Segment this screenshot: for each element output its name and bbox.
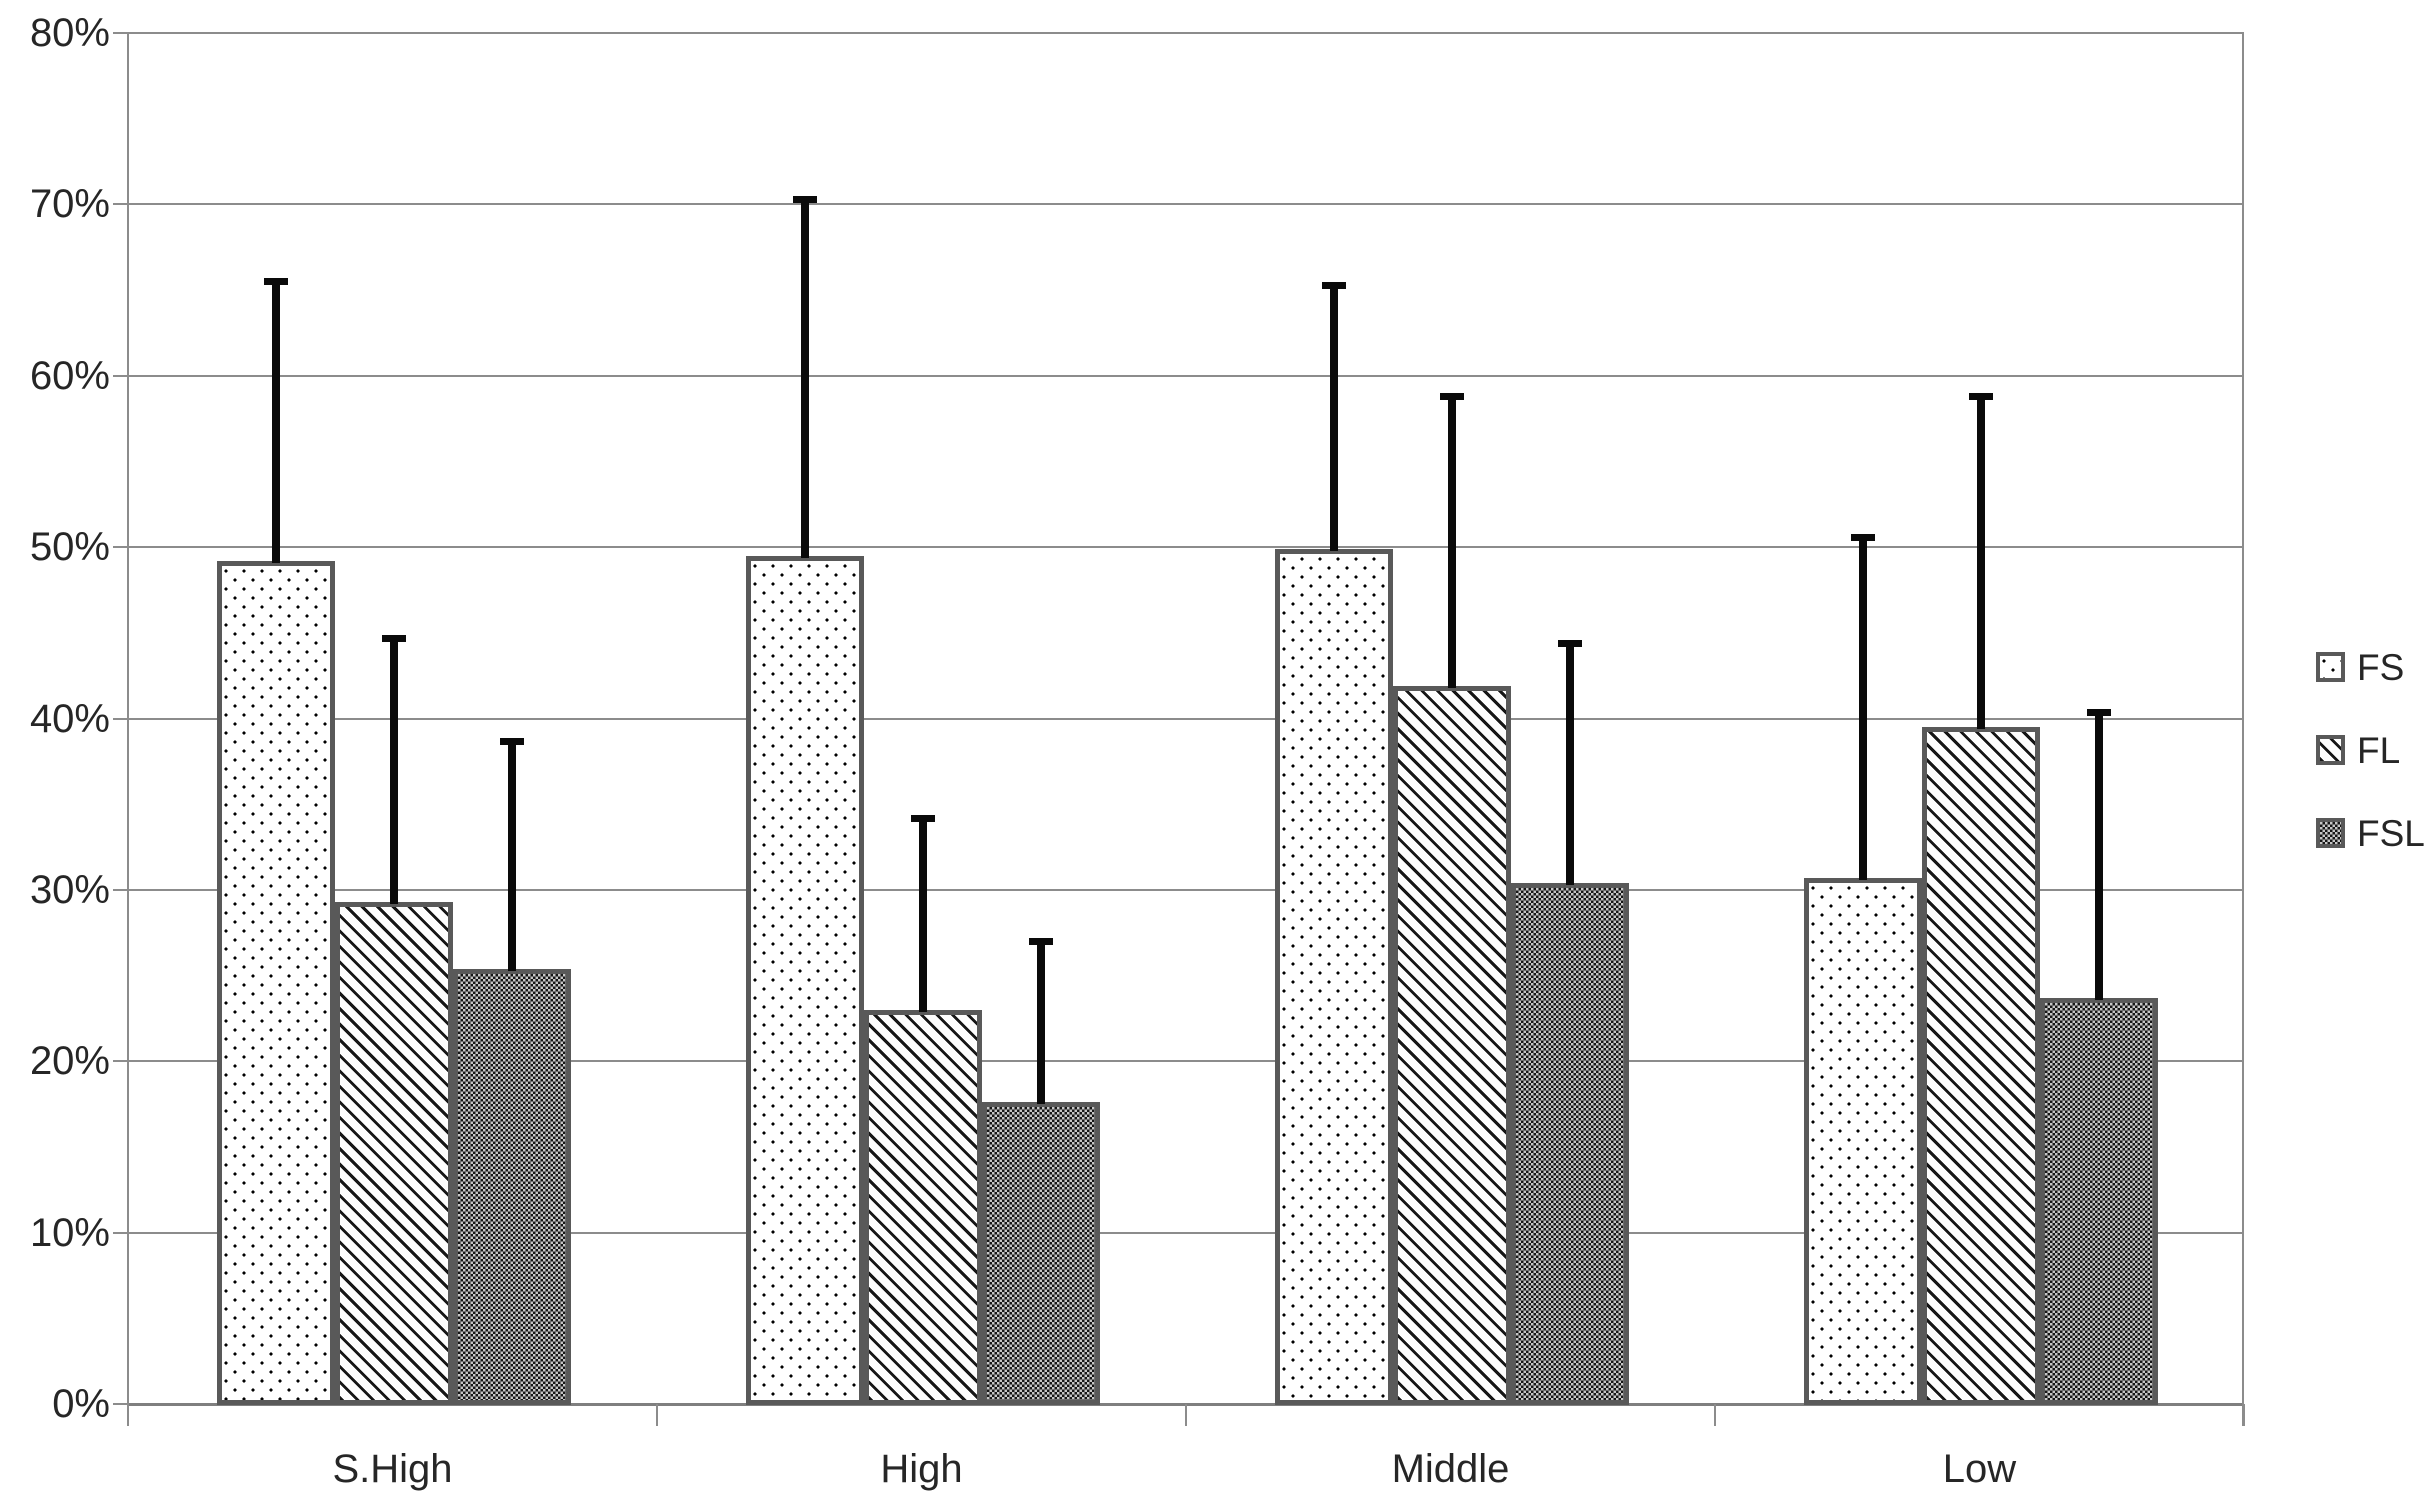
error-bar-stem: [1448, 396, 1456, 688]
x-axis-tick: [656, 1404, 658, 1426]
bar-fl-middle: [1393, 685, 1511, 1405]
gridline: [128, 32, 2244, 34]
error-bar-cap: [264, 278, 288, 286]
legend-item-fsl: FSL: [2316, 815, 2425, 852]
x-axis-label: S.High: [332, 1447, 453, 1491]
legend-item-fs: FS: [2316, 649, 2425, 686]
y-axis-label: 30%: [29, 867, 110, 912]
error-bar-cap: [2087, 708, 2111, 716]
y-axis-label: 10%: [29, 1210, 110, 1255]
error-bar-stem: [1977, 396, 1985, 730]
legend-label-fsl: FSL: [2357, 812, 2425, 854]
error-bar-stem: [919, 817, 927, 1012]
y-axis-tick: [113, 374, 128, 377]
x-axis-label: High: [880, 1447, 963, 1491]
y-axis-label: 40%: [29, 696, 110, 741]
y-axis-label: 50%: [29, 525, 110, 570]
error-bar-cap: [793, 196, 817, 204]
x-axis-label: Low: [1942, 1447, 2017, 1491]
gridline: [128, 1060, 2244, 1063]
legend-swatch-diagonal-hatch-icon: [2316, 735, 2345, 765]
gridline: [128, 717, 2244, 720]
bar-fsl-high: [982, 1102, 1100, 1405]
y-axis-tick: [113, 1231, 128, 1234]
y-axis-label: 0%: [52, 1382, 110, 1426]
error-bar-cap: [1440, 393, 1464, 401]
y-axis-line: [127, 33, 129, 1426]
error-bar-cap: [382, 634, 406, 642]
error-bar-stem: [272, 281, 280, 563]
error-bar-cap: [1322, 281, 1346, 289]
error-bar-stem: [508, 740, 516, 971]
bar-fsl-middle: [1511, 883, 1629, 1405]
bar-fl-high: [864, 1009, 982, 1405]
y-axis-tick: [113, 203, 128, 206]
error-bar-stem: [801, 199, 809, 558]
y-axis-label: 20%: [29, 1039, 110, 1084]
error-bar-stem: [1566, 643, 1574, 886]
bar-fl-s.high: [335, 901, 453, 1405]
error-bar-cap: [1851, 533, 1875, 541]
gridline: [128, 203, 2244, 206]
error-bar-cap: [1558, 640, 1582, 648]
chart-legend: FS FL FSL: [2316, 649, 2425, 901]
error-bar-cap: [911, 814, 935, 822]
legend-swatch-dotted-icon: [2316, 652, 2345, 682]
error-bar-cap: [1029, 938, 1053, 946]
error-bar-stem: [390, 637, 398, 904]
error-bar-cap: [500, 737, 524, 745]
bar-fl-low: [1922, 727, 2040, 1405]
gridline: [128, 888, 2244, 891]
y-axis-tick: [113, 1060, 128, 1063]
error-bar-cap: [1969, 393, 1993, 401]
bar-fs-low: [1804, 877, 1922, 1405]
bar-fs-high: [746, 555, 864, 1405]
y-axis-label: 80%: [29, 11, 110, 55]
gridline: [128, 546, 2244, 549]
y-axis-tick: [113, 717, 128, 720]
bar-fsl-s.high: [453, 968, 571, 1405]
x-axis-tick: [127, 1404, 129, 1426]
bar-fsl-low: [2040, 997, 2158, 1405]
bar-fs-s.high: [217, 560, 335, 1405]
x-axis-tick: [1714, 1404, 1716, 1426]
plot-right-border: [2242, 33, 2244, 1426]
y-axis-tick: [113, 888, 128, 891]
y-axis-label: 70%: [29, 182, 110, 227]
x-axis-label: Middle: [1391, 1447, 1510, 1491]
y-axis-tick: [113, 1403, 128, 1405]
legend-label-fs: FS: [2357, 646, 2405, 688]
error-bar-stem: [1037, 941, 1045, 1105]
error-bar-stem: [1330, 284, 1338, 551]
gridline: [128, 1231, 2244, 1234]
error-bar-stem: [2095, 711, 2103, 1000]
bar-fs-middle: [1275, 548, 1393, 1405]
y-axis-tick: [113, 32, 128, 34]
legend-label-fl: FL: [2357, 729, 2401, 771]
y-axis-tick: [113, 546, 128, 549]
gridline: [128, 374, 2244, 377]
y-axis-label: 60%: [29, 353, 110, 398]
legend-item-fl: FL: [2316, 732, 2425, 769]
x-axis-tick: [2243, 1404, 2245, 1426]
error-bar-stem: [1859, 536, 1867, 880]
x-axis-tick: [1185, 1404, 1187, 1426]
legend-swatch-checkerboard-icon: [2316, 818, 2345, 848]
